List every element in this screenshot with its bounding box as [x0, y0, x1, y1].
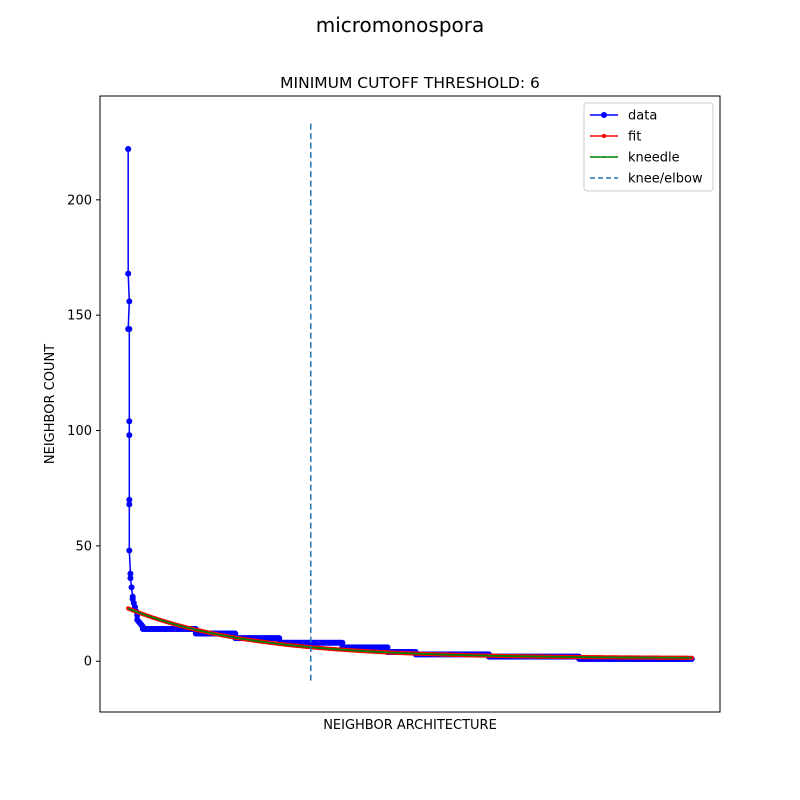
x-axis-label: NEIGHBOR ARCHITECTURE — [323, 718, 497, 733]
data-point-12 — [127, 575, 134, 582]
legend-label-kneedle: kneedle — [628, 151, 680, 166]
y-tick-label-200: 200 — [67, 193, 92, 208]
y-tick-label-150: 150 — [67, 309, 92, 324]
y-tick-label-100: 100 — [67, 424, 92, 439]
data-point-9 — [126, 501, 133, 508]
data-point-2 — [125, 270, 132, 277]
legend-box — [583, 102, 714, 192]
chart-suptitle: micromonospora — [316, 13, 485, 37]
y-tick-label-50: 50 — [75, 539, 92, 554]
y-tick-label-0: 0 — [84, 655, 92, 670]
data-point-7 — [126, 432, 133, 439]
data-point-149 — [276, 635, 283, 642]
legend-label-data: data — [628, 109, 657, 124]
legend-marker-kneedle — [603, 156, 605, 158]
legend-label-knee-elbow: knee/elbow — [628, 172, 703, 187]
data-point-8 — [126, 496, 133, 503]
data-point-3 — [126, 298, 133, 305]
data-point-109 — [232, 630, 239, 637]
plot-frame — [99, 95, 721, 713]
legend-marker-fit — [601, 133, 607, 139]
data-point-1 — [125, 146, 132, 153]
chart-title: MINIMUM CUTOFF THRESHOLD: 6 — [280, 74, 540, 92]
data-point-6 — [126, 418, 133, 425]
y-axis: 0 50 100 150 200 — [67, 193, 100, 670]
y-axis-label: NEIGHBOR COUNT — [43, 344, 58, 464]
data-point-10 — [126, 547, 133, 554]
data-point-13 — [128, 584, 135, 591]
legend-marker-data — [601, 112, 607, 118]
kneedle-series-line — [127, 607, 692, 659]
plot-area — [125, 123, 695, 683]
data-point-5 — [126, 326, 133, 333]
legend: data fit kneedle knee/elbow — [583, 102, 714, 192]
legend-label-fit: fit — [628, 130, 641, 145]
data-point-247 — [384, 644, 391, 651]
data-point-11 — [127, 570, 134, 577]
data-point-206 — [339, 639, 346, 646]
